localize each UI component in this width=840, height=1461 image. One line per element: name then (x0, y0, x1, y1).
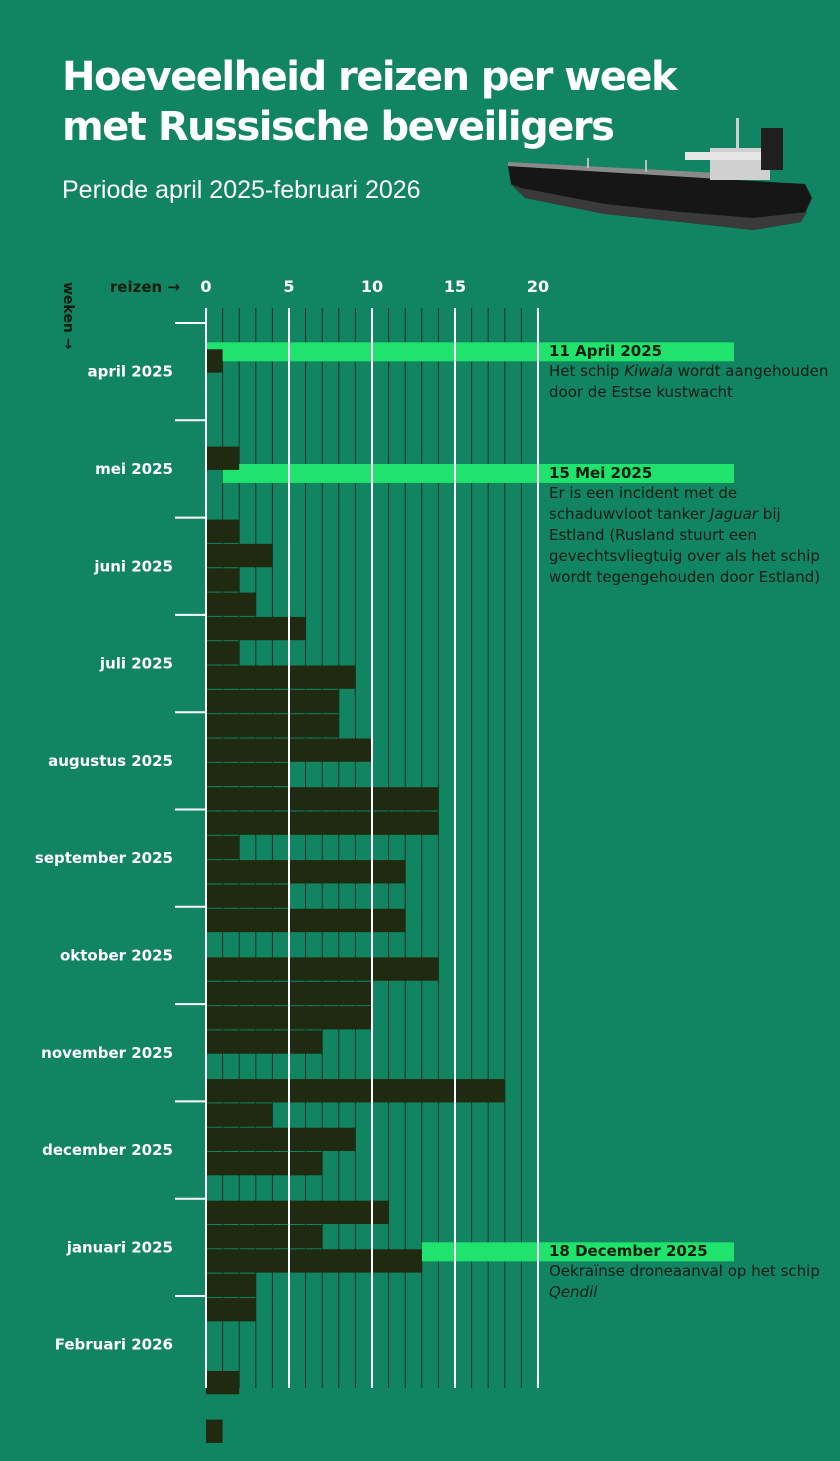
month-label: mei 2025 (95, 460, 173, 478)
month-label: juli 2025 (99, 655, 173, 673)
bar (206, 568, 240, 592)
month-label: augustus 2025 (48, 752, 173, 770)
ship-mast (736, 118, 739, 148)
x-tick-label: 10 (361, 277, 383, 296)
annotation-3: 18 December 2025 Oekraïnse droneaanval op… (549, 1241, 839, 1303)
x-tick-label: 5 (283, 277, 294, 296)
bar (206, 543, 273, 568)
ship-mast-2 (587, 158, 589, 168)
bars (206, 342, 734, 1443)
month-label: september 2025 (35, 849, 173, 867)
month-label: april 2025 (87, 363, 173, 381)
month-label: oktober 2025 (60, 946, 173, 964)
y-axis: weken → april 2025 mei 2025 juni 2025 juli 2… (35, 282, 206, 1354)
ship-bridge (685, 152, 780, 160)
month-label: november 2025 (41, 1044, 173, 1062)
x-tick-label: 0 (200, 277, 211, 296)
annotation-date: 18 December 2025 (549, 1242, 708, 1261)
bar (206, 1200, 389, 1224)
x-axis: 0 5 10 15 20 reizen → (110, 277, 549, 296)
title-line-1: Hoeveelheid reizen per week (62, 54, 678, 100)
bar (206, 1103, 273, 1127)
bar (206, 641, 240, 665)
bar (206, 762, 289, 787)
bar (206, 1249, 422, 1273)
annotation-2: 15 Mei 2025 Er is een incident met de sch… (549, 463, 839, 588)
bar (206, 908, 406, 933)
ship-hull-band (511, 184, 807, 230)
bar (206, 665, 356, 689)
chart-subtitle: Periode april 2025-februari 2026 (62, 176, 421, 204)
x-axis-label: reizen → (110, 278, 180, 296)
bar (206, 1371, 240, 1395)
annotation-text: Er is een incident met de schaduwvloot t… (549, 483, 821, 586)
bar (206, 1273, 256, 1297)
annotation-text: Oekraïnse droneaanval op het schip Qendi… (549, 1262, 820, 1302)
bar (206, 860, 406, 884)
ship-deck (508, 162, 737, 180)
bar (206, 1225, 323, 1249)
major-gridlines (205, 308, 539, 1388)
bar (206, 592, 256, 616)
bar (206, 1152, 323, 1176)
bar (206, 689, 339, 714)
annotation-highlight-2 (222, 463, 734, 483)
month-label: juni 2025 (93, 557, 173, 575)
bar (206, 1079, 505, 1103)
bar (206, 811, 439, 835)
month-label: januari 2025 (66, 1238, 173, 1256)
annotation-1: 11 April 2025 Het schip Kiwala wordt aang… (549, 341, 839, 403)
bar (206, 616, 306, 641)
x-tick-label: 20 (527, 277, 549, 296)
bar (206, 835, 240, 860)
bar (206, 349, 223, 373)
title-line-2: met Russische beveiligers (62, 104, 615, 150)
ship-funnel (761, 128, 783, 170)
bar (206, 446, 240, 470)
annotation-text: Het schip Kiwala wordt aangehouden door … (549, 362, 829, 402)
bar (206, 1419, 223, 1443)
month-label: december 2025 (42, 1141, 173, 1159)
bar (206, 1030, 323, 1054)
bar (206, 1127, 356, 1151)
ship-hull (508, 166, 812, 230)
annotation-date: 11 April 2025 (549, 342, 663, 361)
tanker-ship-photo (508, 118, 812, 230)
month-label: Februari 2026 (55, 1336, 173, 1354)
chart-title: Hoeveelheid reizen per week met Russisch… (62, 52, 678, 152)
annotation-highlight-3 (421, 1242, 734, 1262)
bar (206, 1298, 256, 1322)
annotation-date: 15 Mei 2025 (549, 463, 653, 482)
x-tick-label: 15 (444, 277, 466, 296)
annotation-highlight-1 (206, 342, 734, 362)
bar (206, 519, 240, 543)
ship-mast-3 (645, 160, 647, 172)
bar (206, 884, 289, 908)
bar (206, 957, 439, 981)
bar (206, 787, 439, 811)
y-axis-label: weken → (60, 282, 76, 350)
bar (206, 714, 339, 738)
